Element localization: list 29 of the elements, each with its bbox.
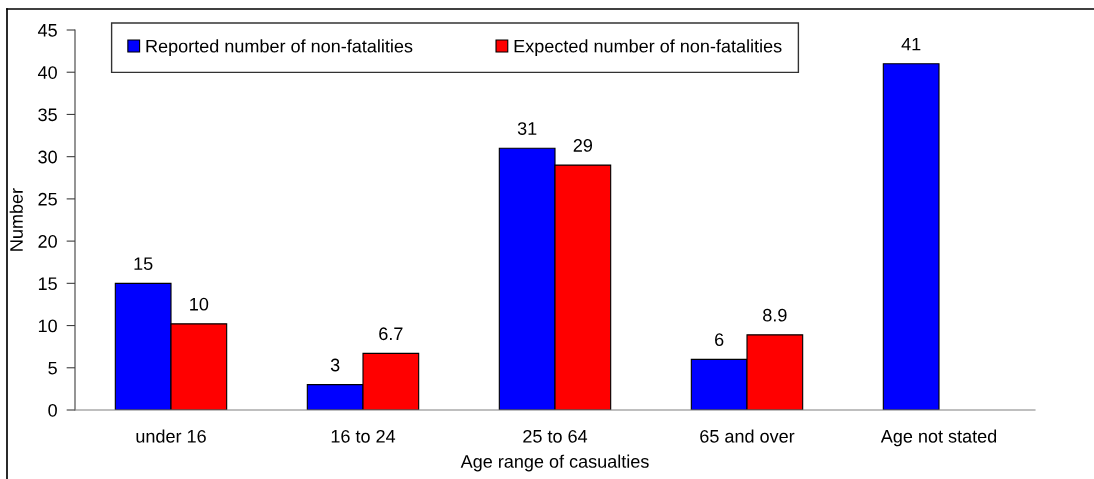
data-label: 31 (517, 122, 537, 135)
data-label: 3 (330, 358, 340, 372)
bar (882, 63, 940, 410)
y-tick-label: 15 (38, 277, 57, 291)
y-tick-label: 25 (38, 192, 57, 206)
y-axis-title: Number (9, 188, 23, 251)
y-tick-label: 45 (37, 24, 57, 37)
y-tick-label: 10 (38, 319, 57, 333)
y-tick-label: 5 (48, 361, 57, 375)
legend-label: Expected number of non-fatalities (514, 39, 782, 57)
y-tick-label: 30 (38, 150, 57, 164)
y-tick-label: 40 (37, 66, 57, 79)
data-label: 15 (134, 257, 153, 271)
x-tick-label: Age not stated (880, 429, 997, 447)
y-tick-label: 35 (38, 108, 57, 122)
x-axis-title: Age range of casualties (460, 454, 649, 472)
data-label: 6 (715, 333, 724, 347)
data-label: 8.9 (763, 308, 787, 322)
legend-label: Reported number of non-fatalities (146, 39, 413, 57)
x-tick-label: 65 and over (700, 429, 795, 443)
x-tick-label: 16 to 24 (331, 429, 396, 443)
x-tick-label: 25 to 64 (523, 429, 588, 443)
data-label: 41 (901, 37, 921, 51)
y-tick-label: 20 (38, 235, 57, 248)
data-label: 10 (190, 297, 209, 311)
data-label: 29 (573, 139, 593, 152)
data-label: 6.7 (379, 327, 403, 341)
x-tick-label: under 16 (136, 429, 206, 443)
y-tick-label: 0 (48, 403, 57, 417)
